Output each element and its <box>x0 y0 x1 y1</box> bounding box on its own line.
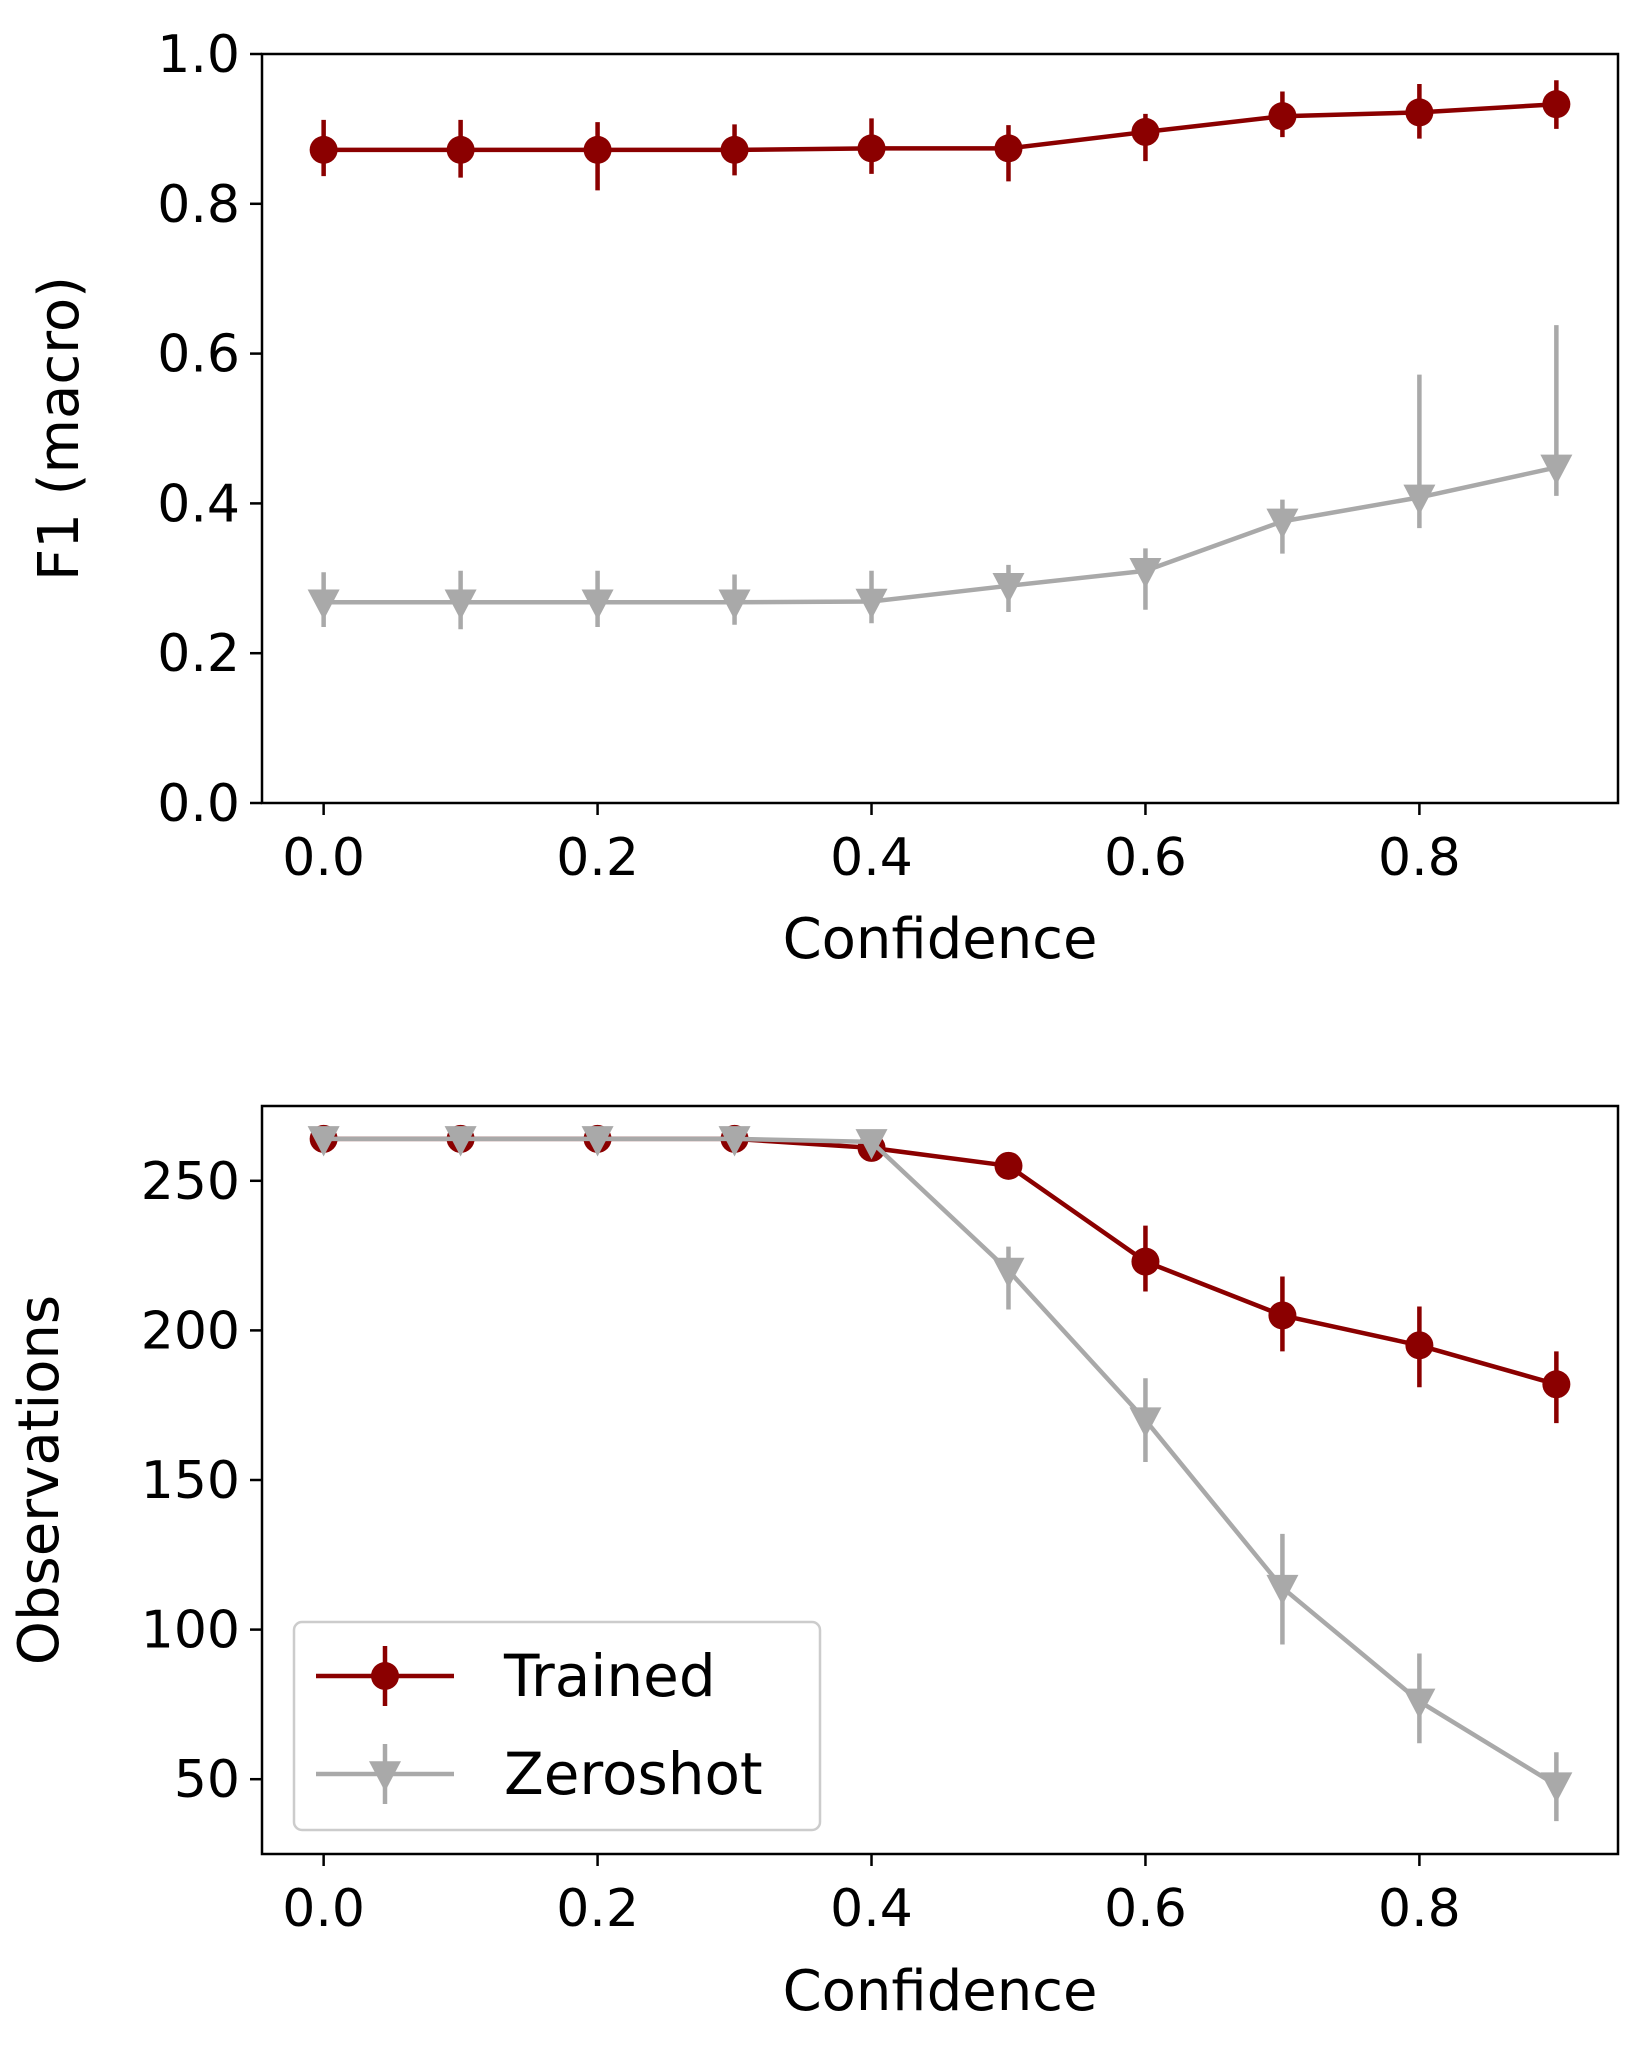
data-point[interactable] <box>581 1126 614 1157</box>
data-point[interactable] <box>444 1126 477 1157</box>
data-point[interactable] <box>857 134 886 163</box>
x-tick-label: 0.8 <box>1378 828 1461 888</box>
y-tick-label: 50 <box>174 1750 240 1810</box>
y-tick-label: 0.8 <box>157 175 240 235</box>
data-point[interactable] <box>855 588 888 620</box>
data-point[interactable] <box>1131 1247 1160 1276</box>
data-point[interactable] <box>718 589 751 620</box>
x-tick-label: 0.4 <box>830 1879 913 1939</box>
series-line-zeroshot <box>323 1136 1558 1788</box>
series-zeroshot <box>307 325 1573 630</box>
y-tick-label: 200 <box>141 1301 240 1361</box>
data-point[interactable] <box>1403 484 1436 516</box>
series-line-zeroshot <box>323 465 1557 605</box>
y-tick-label: 100 <box>141 1601 240 1661</box>
series-trained <box>309 1124 1571 1424</box>
data-point[interactable] <box>581 589 614 620</box>
series-line-trained <box>323 101 1557 153</box>
data-point[interactable] <box>855 1129 888 1160</box>
data-point[interactable] <box>1268 102 1297 131</box>
y-tick-label: 0.6 <box>157 325 240 385</box>
data-point[interactable] <box>718 1126 751 1157</box>
x-tick-label: 0.4 <box>830 828 913 888</box>
y-tick-label: 0.4 <box>157 474 240 534</box>
legend-marker <box>369 1761 401 1792</box>
observations-panel: 0.0 0.2 0.4 0.6 0.8 50 100 150 200 250 Confidence O… <box>7 1104 1620 2024</box>
data-point[interactable] <box>309 135 338 164</box>
x-axis-label: Confidence <box>783 907 1098 972</box>
y-axis-label: F1 (macro) <box>27 276 92 581</box>
data-point[interactable] <box>992 1257 1025 1289</box>
y-tick-label: 1.0 <box>157 25 240 85</box>
x-tick-label: 0.6 <box>1104 1879 1187 1939</box>
plot-frame <box>260 52 1620 805</box>
x-tick-label: 0.0 <box>282 1879 365 1939</box>
legend-label-trained: Trained <box>503 1642 716 1710</box>
data-point[interactable] <box>1131 117 1160 146</box>
y-tick-label: 0.2 <box>157 624 240 684</box>
x-tick-label: 0.8 <box>1378 1879 1461 1939</box>
series-trained <box>309 80 1571 191</box>
data-point[interactable] <box>1405 1331 1434 1360</box>
data-point[interactable] <box>994 134 1023 163</box>
data-point[interactable] <box>1266 508 1299 539</box>
legend-marker <box>371 1662 399 1690</box>
data-point[interactable] <box>1129 558 1162 589</box>
legend: Trained Zeroshot <box>292 1620 822 1832</box>
y-tick-label: 0.0 <box>157 774 240 834</box>
data-point[interactable] <box>992 572 1025 604</box>
data-point[interactable] <box>444 589 477 620</box>
data-point[interactable] <box>583 135 612 164</box>
data-point[interactable] <box>446 135 475 164</box>
f1-panel: 0.0 0.2 0.4 0.6 0.8 0.0 0.2 0.4 0.6 0.8 1.0 Confide… <box>27 25 1620 972</box>
data-point[interactable] <box>1540 1772 1573 1803</box>
data-point[interactable] <box>307 1126 340 1157</box>
data-point[interactable] <box>720 135 749 164</box>
x-tick-label: 0.0 <box>282 828 365 888</box>
data-point[interactable] <box>1405 98 1434 127</box>
x-tick-label: 0.2 <box>556 1879 639 1939</box>
data-point[interactable] <box>1542 90 1571 119</box>
y-axis-label: Observations <box>7 1295 72 1665</box>
data-point[interactable] <box>1266 1574 1299 1606</box>
series-zeroshot <box>307 1126 1573 1822</box>
data-point[interactable] <box>1268 1301 1297 1330</box>
y-tick-label: 150 <box>141 1451 240 1511</box>
x-tick-label: 0.6 <box>1104 828 1187 888</box>
data-point[interactable] <box>994 1151 1023 1180</box>
data-point[interactable] <box>1542 1370 1571 1399</box>
series-line-trained <box>323 1136 1558 1387</box>
x-axis-label: Confidence <box>783 1959 1098 2024</box>
y-tick-label: 250 <box>141 1152 240 1212</box>
x-tick-label: 0.2 <box>556 828 639 888</box>
legend-label-zeroshot: Zeroshot <box>504 1740 763 1808</box>
data-point[interactable] <box>1129 1407 1162 1438</box>
data-point[interactable] <box>307 589 340 620</box>
data-point[interactable] <box>1403 1688 1436 1720</box>
data-point[interactable] <box>1540 454 1573 486</box>
